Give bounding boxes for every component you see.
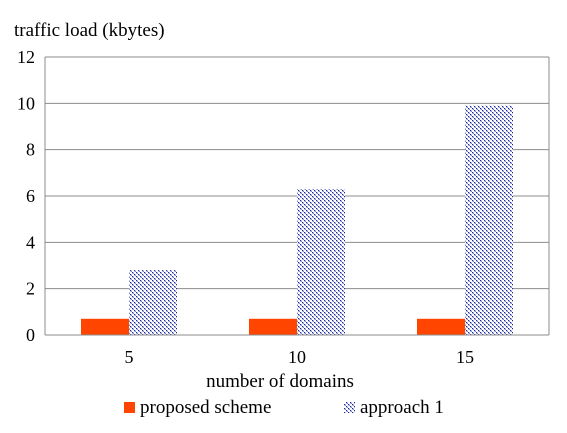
x-axis-title: number of domains bbox=[206, 371, 354, 392]
y-tick-label: 2 bbox=[26, 279, 35, 299]
legend-label: proposed scheme bbox=[140, 397, 271, 418]
legend: proposed scheme approach 1 bbox=[124, 397, 444, 418]
bar-proposed-scheme-15 bbox=[417, 318, 465, 335]
y-tick-label: 0 bbox=[26, 325, 35, 345]
x-tick-label: 10 bbox=[288, 347, 306, 367]
axes: 0 2 4 6 8 10 12 5 10 15 bbox=[17, 47, 550, 367]
x-tick-label: 15 bbox=[456, 347, 474, 367]
legend-swatch bbox=[344, 402, 355, 413]
bar-approach-1-15 bbox=[465, 105, 513, 336]
bar-approach-1-10 bbox=[297, 189, 345, 335]
y-axis-title: traffic load (kbytes) bbox=[14, 20, 165, 41]
bar-proposed-scheme-5 bbox=[81, 318, 129, 335]
legend-label: approach 1 bbox=[360, 397, 444, 418]
y-tick-label: 10 bbox=[17, 93, 35, 113]
y-tick-label: 6 bbox=[26, 186, 35, 206]
x-tick-label: 5 bbox=[125, 347, 134, 367]
bar-approach-1-5 bbox=[129, 270, 177, 335]
y-tick-label: 4 bbox=[26, 232, 35, 252]
legend-swatch bbox=[124, 402, 135, 413]
bar-proposed-scheme-10 bbox=[249, 318, 297, 335]
y-tick-label: 12 bbox=[17, 47, 35, 67]
bars bbox=[81, 105, 513, 336]
y-tick-label: 8 bbox=[26, 140, 35, 160]
